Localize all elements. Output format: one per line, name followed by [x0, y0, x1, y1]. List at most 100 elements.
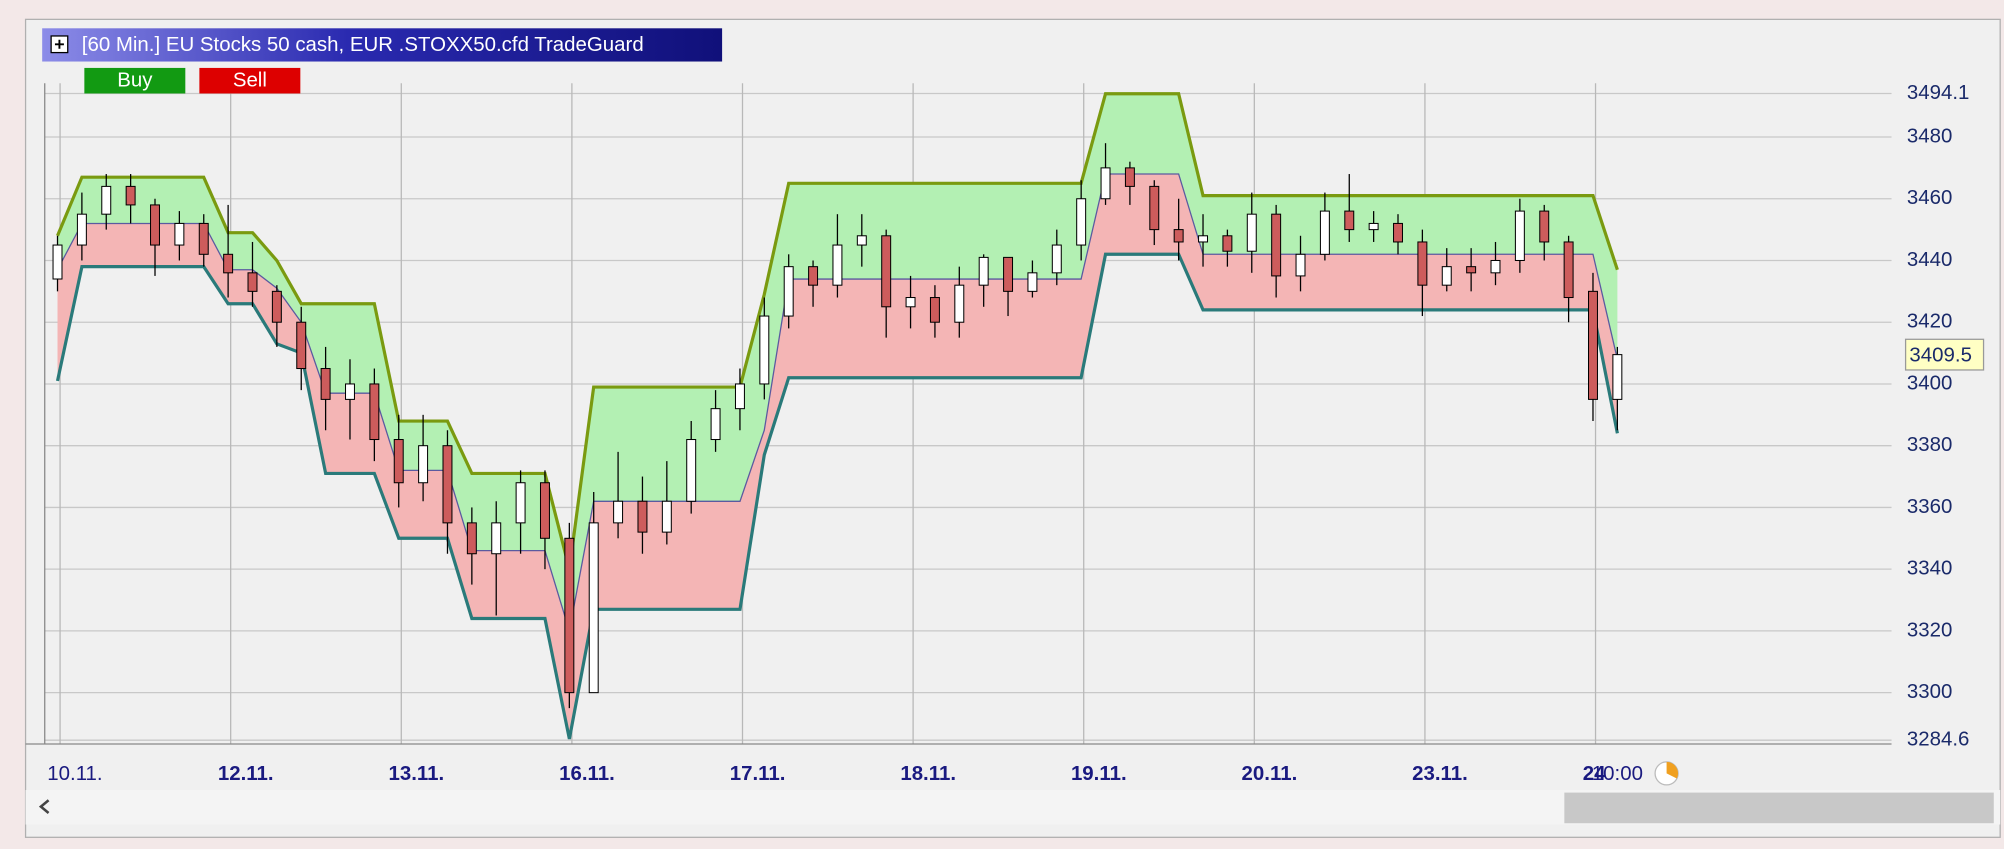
candle-body [515, 482, 526, 524]
candle-body [76, 213, 87, 246]
header-bar [42, 28, 723, 62]
candle-body [271, 290, 282, 323]
candle-body [832, 244, 843, 286]
y-tick-label: 3320 [1907, 618, 1952, 641]
candle-body [1100, 167, 1111, 200]
candle-body [1393, 222, 1403, 243]
candle-body [1003, 256, 1014, 292]
y-tick-label: 3340 [1907, 557, 1952, 580]
x-tick-label: 17.11. [730, 762, 786, 785]
candle-body [1246, 213, 1257, 252]
y-tick-label: 3480 [1907, 124, 1952, 147]
candle-body [125, 185, 136, 206]
candle-body [1490, 259, 1501, 274]
candle-body [881, 235, 892, 308]
x-tick-label: 19.11. [1071, 762, 1127, 785]
candle-body [759, 315, 770, 385]
candle-body [198, 222, 209, 255]
candles [52, 143, 1623, 709]
y-tick-label: 3420 [1907, 310, 1952, 333]
candle-body [1149, 185, 1160, 231]
clock-icon-fill [1666, 761, 1679, 779]
candle-body [344, 383, 355, 400]
sell-button-label[interactable]: Sell [233, 69, 267, 92]
candle-body [1368, 222, 1379, 231]
candle-body [539, 482, 550, 539]
candle-body [978, 256, 989, 286]
candle-body [686, 439, 697, 502]
x-tick-label: 20.11. [1242, 762, 1298, 785]
x-tick-label: 16.11. [559, 762, 615, 785]
x-tick-label: 10.11. [47, 762, 102, 785]
candle-body [1514, 210, 1525, 261]
y-tick-label: 3440 [1907, 248, 1952, 271]
candle-body [1295, 253, 1306, 277]
candle-body [1344, 210, 1355, 231]
candle-body [588, 522, 599, 694]
y-tick-label: 3400 [1907, 371, 1952, 394]
candle-body [661, 500, 672, 533]
expand-icon-plus [54, 39, 64, 49]
candle-body [710, 408, 721, 441]
y-tick-label: 3360 [1907, 495, 1952, 518]
candle-body [1588, 290, 1598, 400]
axes: 3284.6 3300 3320 3340 3360 3380 3400 3420 3440 34… [47, 81, 1985, 785]
candle-body [929, 297, 940, 323]
candle-body [1417, 241, 1428, 286]
buy-button[interactable] [84, 67, 186, 94]
candle-body [954, 284, 965, 323]
candle-body [247, 272, 258, 292]
x-tick-label: 12.11. [218, 762, 274, 785]
candle-body [442, 445, 453, 524]
scrollbar-thumb[interactable] [1564, 792, 1994, 824]
candle-body [1173, 229, 1184, 243]
x-tick-label: 24 [1583, 762, 1606, 785]
candle-body [1027, 272, 1038, 292]
candle-body [466, 522, 477, 555]
candle-body [393, 439, 404, 484]
candle-body [418, 445, 429, 484]
lower-band-line [55, 252, 1619, 740]
candle-body [1466, 266, 1477, 274]
candle-body [905, 297, 916, 308]
candle-body [637, 500, 648, 533]
y-tick-label: 3300 [1907, 680, 1952, 703]
candle-body [296, 321, 307, 370]
last-price-box [1904, 338, 1985, 371]
candle-body [1319, 210, 1330, 255]
scroll-left-arrow[interactable] [38, 799, 50, 815]
x-tick-label: 13.11. [389, 762, 445, 785]
last-price-label: 3409.5 [1909, 343, 1972, 366]
candle-body [734, 383, 745, 410]
candle-body [1612, 354, 1623, 400]
candle-body [491, 522, 502, 555]
upper-band-area [57, 93, 1618, 631]
candle-body [783, 266, 794, 317]
candle-body [101, 185, 112, 215]
candle-body [1441, 266, 1452, 286]
candle-body [613, 500, 624, 524]
candle-body [320, 368, 331, 400]
candle-body [1271, 213, 1282, 277]
candle-body [174, 222, 185, 246]
y-tick-label: 3380 [1907, 433, 1952, 456]
candle-body [1076, 198, 1087, 246]
candle-body [1198, 235, 1209, 243]
candle-body [1051, 244, 1062, 274]
candle-body [1563, 241, 1574, 299]
candle-body [1124, 167, 1135, 187]
y-tick-label: 3284.6 [1907, 728, 1970, 751]
candle-body [1539, 210, 1550, 243]
y-tick-label: 3460 [1907, 186, 1952, 209]
candle-body [856, 235, 867, 246]
candle-body [369, 383, 380, 441]
sell-button[interactable] [199, 67, 301, 94]
x-tick-label: 18.11. [900, 762, 956, 785]
candle-body [564, 537, 575, 694]
upper-band-line [56, 92, 1619, 570]
x-tick-label: 10:00 [1592, 762, 1643, 785]
buy-button-label[interactable]: Buy [117, 69, 153, 92]
candle-body [52, 244, 63, 280]
